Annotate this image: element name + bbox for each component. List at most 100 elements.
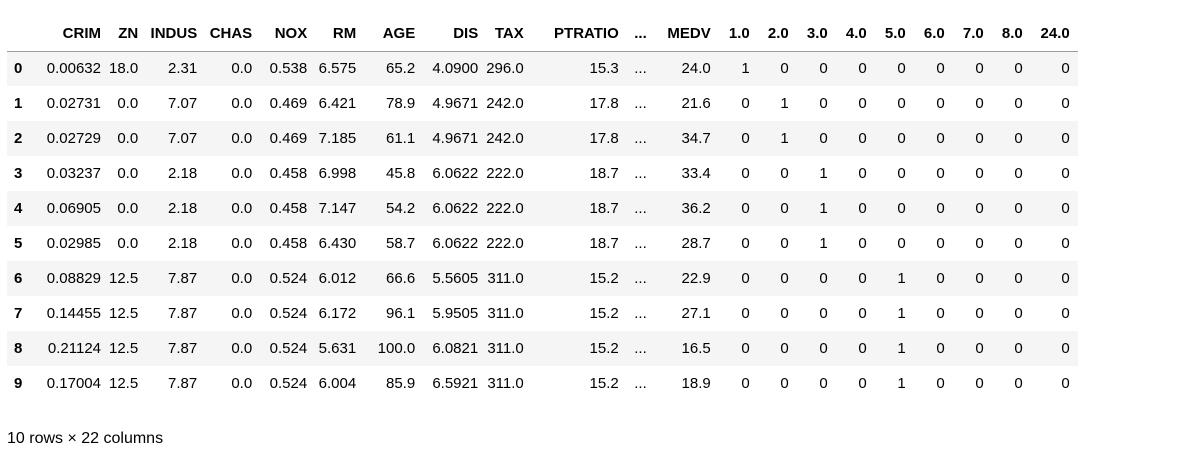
table-cell: 33.4	[681, 165, 711, 182]
column-header: CRIM	[40, 16, 109, 52]
table-cell: 0.524	[269, 270, 308, 287]
table-cell: ...	[634, 95, 647, 112]
table-cell: 0.458	[269, 200, 308, 217]
table-cell: 242.0	[486, 130, 524, 147]
table-cell: 7.87	[168, 305, 198, 322]
table-cell: 54.2	[386, 200, 416, 217]
column-header: 1.0	[718, 16, 758, 52]
table-cell: 0	[819, 130, 828, 147]
table-cell: 0	[936, 340, 945, 357]
table-cell: 0	[741, 305, 750, 322]
table-cell: 1	[741, 60, 750, 78]
table-cell: 0	[897, 60, 906, 78]
table-row: 5 0.02985 0.0 2.18 0.0 0.458 6.430 58.7 6.0622 22…	[7, 226, 1078, 261]
table-cell: 6.0622	[432, 165, 479, 182]
table-cell: 17.8	[589, 130, 619, 147]
row-index: 5	[14, 235, 23, 252]
table-cell: 2.31	[168, 60, 198, 78]
table-cell: 7.87	[168, 270, 198, 287]
table-row: 9 0.17004 12.5 7.87 0.0 0.524 6.004 85.9 6.5921 3…	[7, 366, 1078, 401]
column-header: 6.0	[913, 16, 953, 52]
table-cell: 0	[1014, 340, 1023, 357]
table-cell: 0	[1014, 235, 1023, 252]
table-cell: 2.18	[168, 165, 198, 182]
table-row: 6 0.08829 12.5 7.87 0.0 0.524 6.012 66.6 5.5605 3…	[7, 261, 1078, 296]
table-cell: 311.0	[487, 270, 524, 287]
table-cell: 6.421	[318, 95, 357, 112]
table-cell: 78.9	[386, 95, 416, 112]
table-cell: 0	[1014, 130, 1023, 147]
table-cell: 0	[819, 375, 828, 392]
table-cell: 12.5	[109, 305, 139, 322]
table-cell: 0	[819, 305, 828, 322]
table-cell: 0	[1014, 165, 1023, 182]
table-cell: ...	[634, 305, 647, 322]
row-index: 2	[14, 130, 23, 147]
table-cell: 0.524	[269, 375, 308, 392]
table-cell: 0.0	[117, 235, 139, 252]
table-row: 4 0.06905 0.0 2.18 0.0 0.458 7.147 54.2 6.0622 22…	[7, 191, 1078, 226]
table-cell: ...	[634, 235, 647, 252]
table-cell: 0	[897, 165, 906, 182]
table-cell: 0.469	[269, 130, 308, 147]
table-cell: 0	[1061, 95, 1070, 112]
table-cell: 0.14455	[46, 305, 101, 322]
table-cell: 0	[936, 200, 945, 217]
table-cell: 0	[936, 165, 945, 182]
table-cell: 16.5	[681, 340, 711, 357]
table-cell: 34.7	[681, 130, 711, 147]
column-header: 8.0	[991, 16, 1031, 52]
table-cell: 0.538	[269, 60, 308, 78]
column-header: TAX	[486, 16, 532, 52]
table-cell: 28.7	[681, 235, 711, 252]
column-header: PTRATIO	[531, 16, 627, 52]
table-cell: 96.1	[386, 305, 416, 322]
table-cell: 0.02985	[46, 235, 101, 252]
table-cell: 0	[741, 235, 750, 252]
table-cell: 21.6	[681, 95, 711, 112]
table-cell: 0	[819, 270, 828, 287]
table-cell: 0	[1061, 270, 1070, 287]
table-cell: 0.17004	[46, 375, 101, 392]
table-cell: 0	[1014, 200, 1023, 217]
table-cell: 15.2	[589, 375, 619, 392]
row-index: 7	[14, 305, 23, 322]
table-cell: 0	[1061, 60, 1070, 78]
table-cell: 0.0	[231, 375, 253, 392]
table-cell: 12.5	[109, 340, 139, 357]
table-cell: 0	[741, 270, 750, 287]
table-cell: 222.0	[486, 235, 524, 252]
table-cell: 0	[936, 60, 945, 78]
table-cell: 0.0	[231, 235, 253, 252]
column-header: ...	[626, 16, 655, 52]
table-cell: ...	[634, 375, 647, 392]
table-cell: 0	[819, 95, 828, 112]
table-cell: 18.7	[589, 165, 619, 182]
table-cell: 311.0	[487, 375, 524, 392]
table-cell: 22.9	[681, 270, 711, 287]
table-cell: 0	[1014, 60, 1023, 78]
column-header: INDUS	[146, 16, 206, 52]
table-cell: 0.00632	[46, 60, 101, 78]
table-cell: 0.02731	[46, 95, 101, 112]
row-index: 6	[14, 270, 23, 287]
table-cell: ...	[634, 130, 647, 147]
table-cell: 15.2	[589, 305, 619, 322]
table-cell: 1	[897, 375, 906, 392]
table-cell: 0	[819, 340, 828, 357]
table-cell: 0	[780, 60, 789, 78]
table-cell: 4.9671	[432, 95, 479, 112]
table-cell: 0	[1061, 375, 1070, 392]
column-header: MEDV	[654, 16, 719, 52]
table-cell: 0	[780, 340, 789, 357]
table-cell: 311.0	[487, 340, 524, 357]
table-cell: 1	[897, 270, 906, 287]
table-cell: 0.0	[231, 60, 253, 78]
column-header: 2.0	[757, 16, 797, 52]
table-cell: 0	[975, 200, 984, 217]
table-cell: 0	[1014, 95, 1023, 112]
table-cell: 0	[780, 270, 789, 287]
table-cell: 17.8	[589, 95, 619, 112]
table-cell: 0	[936, 375, 945, 392]
table-cell: 12.5	[109, 375, 139, 392]
